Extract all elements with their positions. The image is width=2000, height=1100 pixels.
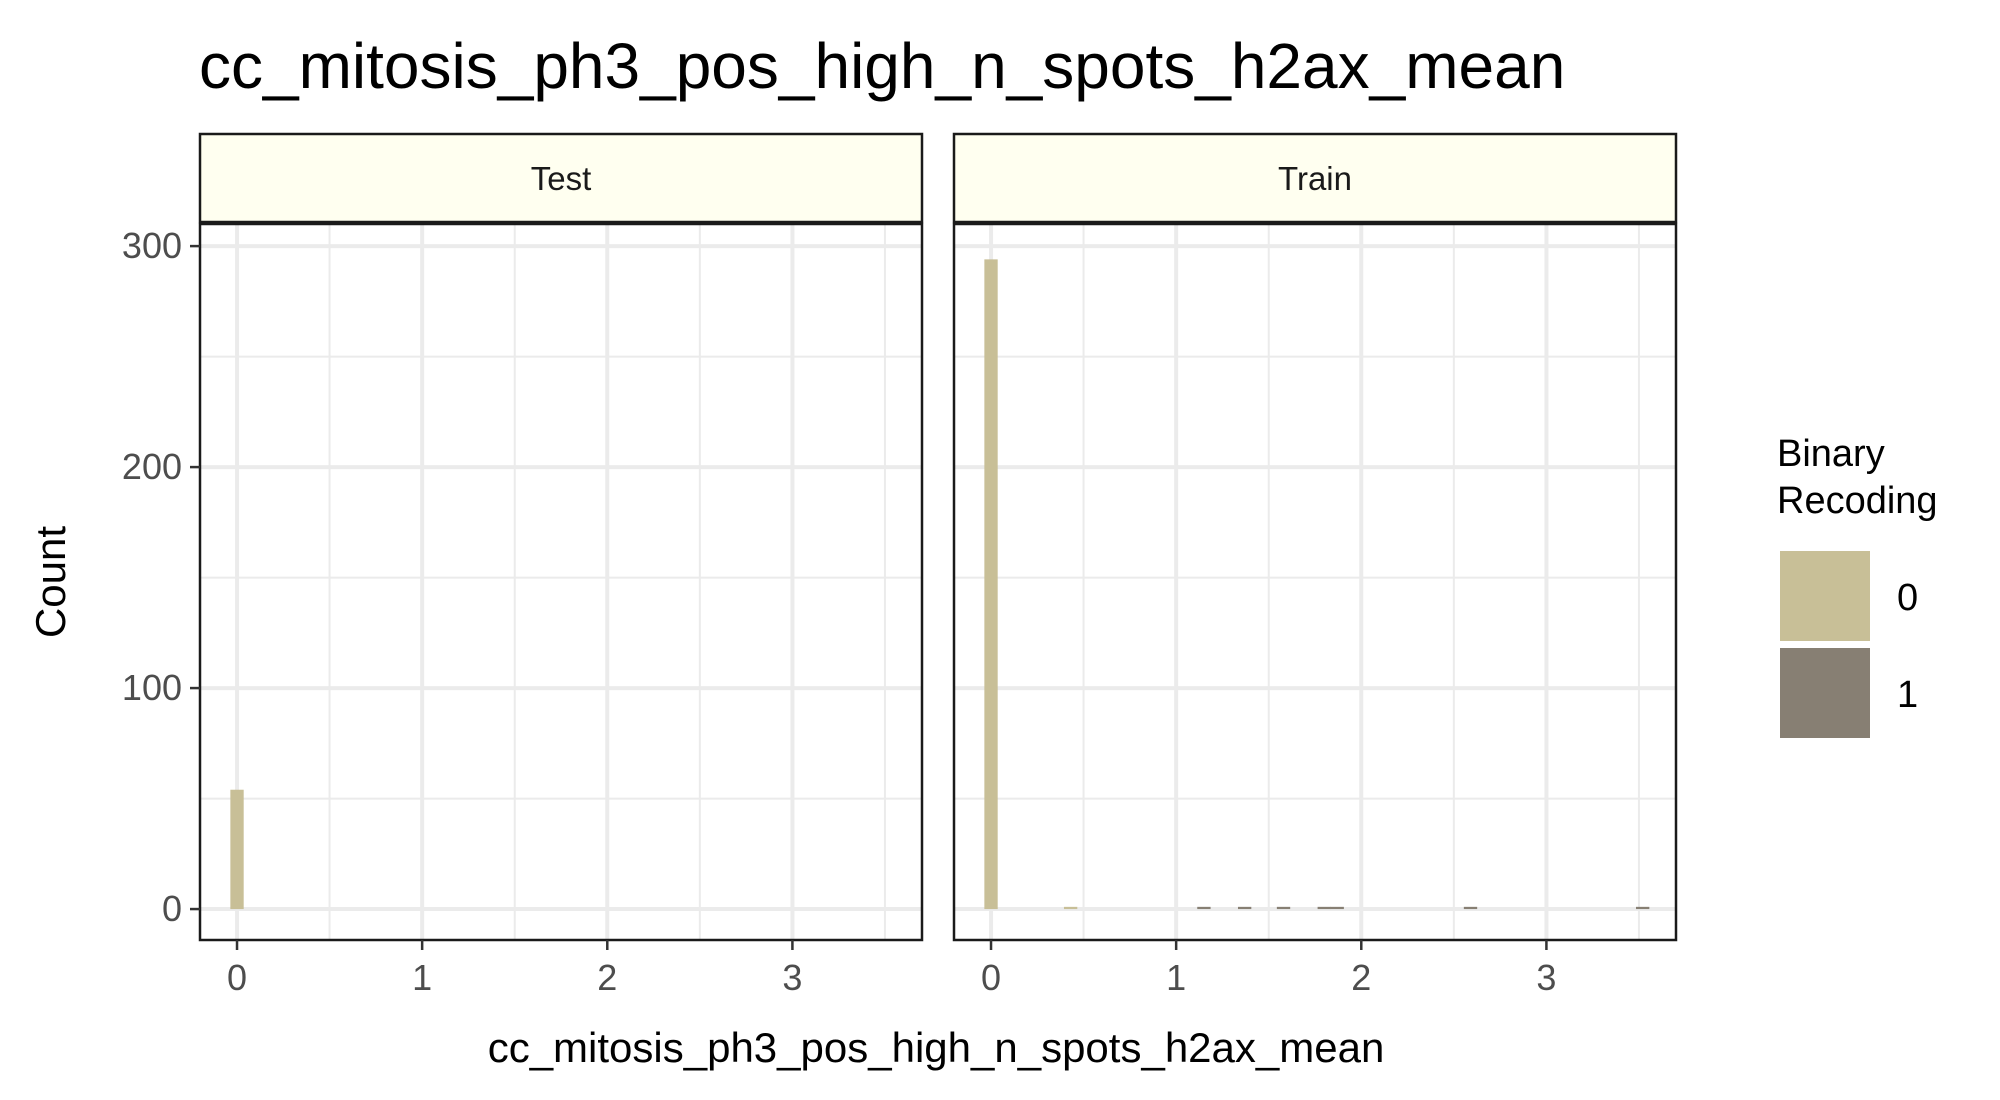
y-tick-label: 300 — [122, 225, 182, 266]
x-tick-label: 2 — [1351, 957, 1371, 998]
legend: Binary Recoding 0 1 — [1777, 433, 1938, 738]
chart-title: cc_mitosis_ph3_pos_high_n_spots_h2ax_mea… — [199, 30, 1565, 102]
histogram-bar — [1636, 906, 1650, 910]
x-axis-title: cc_mitosis_ph3_pos_high_n_spots_h2ax_mea… — [488, 1024, 1385, 1071]
facet-panel-train: Train 0 1 2 3 — [952, 132, 1678, 998]
legend-swatch-1 — [1780, 648, 1870, 738]
facet-strip-label: Train — [1278, 160, 1352, 197]
panel-border — [952, 222, 1678, 942]
legend-title-line: Recoding — [1777, 480, 1938, 522]
facet-strip-label: Test — [531, 160, 592, 197]
y-axis: 0 100 200 300 — [122, 225, 200, 929]
y-tick-label: 200 — [122, 446, 182, 487]
histogram-bar — [1063, 906, 1078, 910]
facet-strip — [198, 132, 924, 224]
panel-background — [954, 224, 1676, 940]
histogram-bar — [1276, 906, 1291, 910]
histogram-bar — [1197, 906, 1211, 910]
facet-panel-test: Test 0 1 2 3 — [198, 132, 924, 998]
x-tick-label: 2 — [597, 957, 617, 998]
facet-panels: Test 0 1 2 3 Train 0 1 2 3 — [198, 132, 1678, 998]
facet-strip — [952, 132, 1678, 224]
x-tick-label: 3 — [782, 957, 802, 998]
x-tick-label: 0 — [981, 957, 1001, 998]
y-axis-title: Count — [27, 526, 74, 638]
histogram-bar — [1463, 906, 1478, 910]
panel-border — [198, 222, 924, 942]
y-tick-label: 0 — [162, 888, 182, 929]
histogram-bar — [1330, 906, 1344, 910]
x-tick-label: 1 — [412, 957, 432, 998]
histogram-bar — [984, 259, 998, 910]
histogram-bar — [1237, 906, 1252, 910]
panel-background — [200, 224, 922, 940]
histogram-bar — [1317, 906, 1331, 910]
y-tick-label: 100 — [122, 667, 182, 708]
x-tick-label: 3 — [1536, 957, 1556, 998]
histogram-bar — [230, 789, 244, 910]
x-tick-label: 1 — [1166, 957, 1186, 998]
legend-label-0: 0 — [1897, 577, 1918, 619]
legend-title-line: Binary — [1777, 433, 1885, 475]
x-tick-label: 0 — [227, 957, 247, 998]
legend-swatch-0 — [1780, 551, 1870, 641]
legend-label-1: 1 — [1897, 674, 1918, 716]
